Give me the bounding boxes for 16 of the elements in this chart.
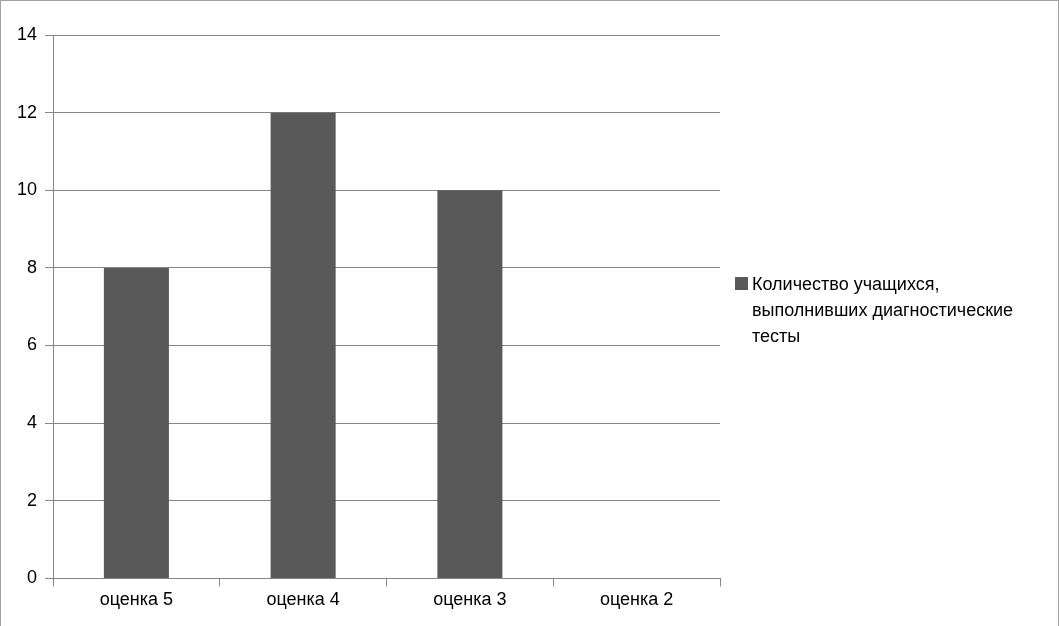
- legend-label: Количество учащихся, выполнивших диагностические тесты: [752, 273, 1015, 348]
- y-tick-label: 0: [27, 567, 38, 588]
- y-tick-label: 10: [16, 179, 38, 200]
- y-tick-label: 4: [27, 412, 38, 433]
- y-tick-label: 12: [16, 101, 38, 122]
- bar: [437, 190, 503, 578]
- y-tick-label: 2: [27, 489, 38, 510]
- x-tick-label: оценка 5: [99, 589, 174, 610]
- x-tick-label: оценка 4: [266, 589, 340, 610]
- bar: [270, 112, 336, 578]
- x-tick-label: оценка 2: [599, 589, 674, 610]
- y-tick-label: 14: [16, 23, 38, 44]
- bar: [103, 267, 169, 578]
- y-tick-label: 6: [27, 334, 38, 355]
- y-tick-label: 8: [27, 256, 38, 277]
- x-tick-label: оценка 3: [433, 589, 507, 610]
